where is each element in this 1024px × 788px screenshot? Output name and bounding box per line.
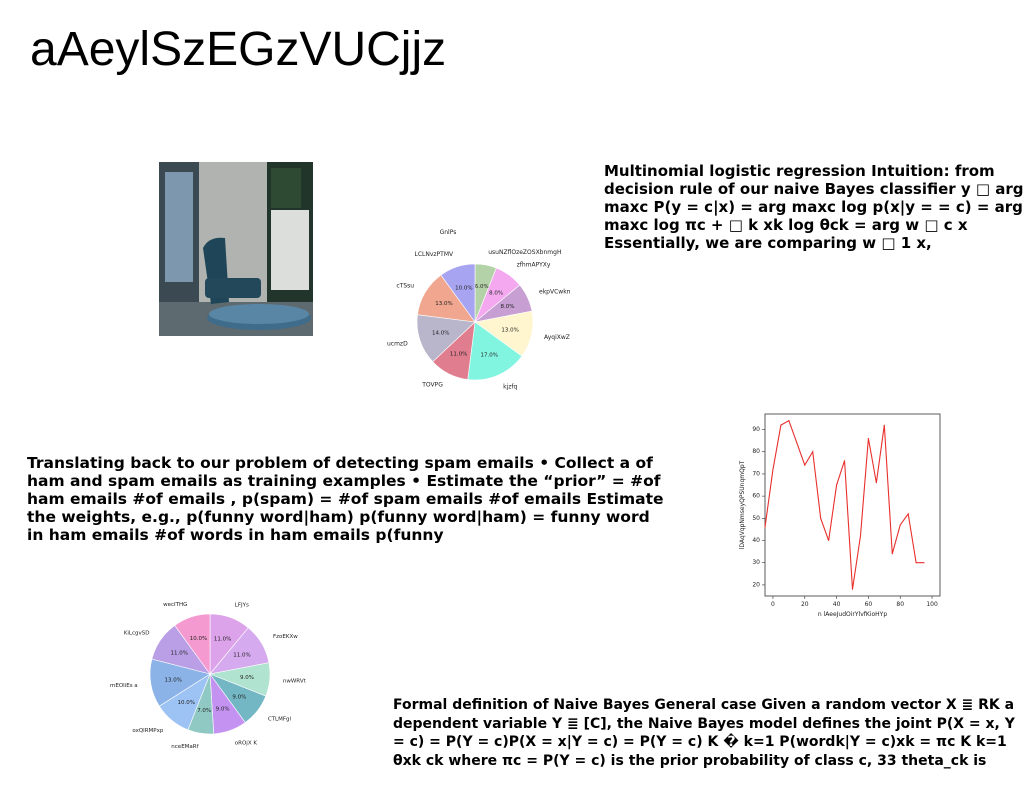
pie2-pct-5: 7.0% bbox=[197, 708, 211, 714]
line-point-13 bbox=[867, 437, 869, 439]
line-point-19 bbox=[915, 562, 917, 564]
pie1-pct-1: 8.0% bbox=[489, 290, 503, 296]
pie1-label-4: kjzfq bbox=[503, 383, 517, 390]
pie2-label-3: CTLMFgl bbox=[268, 716, 292, 722]
line-xtick-label-0: 0 bbox=[771, 601, 775, 608]
pie1-extra-label: GnlPs bbox=[440, 229, 457, 236]
pie2-pct-7: 13.0% bbox=[165, 677, 182, 683]
pie2-label-1: FzoEKXw bbox=[273, 634, 298, 640]
line-point-18 bbox=[907, 513, 909, 515]
pie1-pct-3: 13.0% bbox=[501, 327, 518, 333]
line-ytick-label-6: 80 bbox=[752, 448, 760, 455]
line-point-14 bbox=[875, 482, 877, 484]
line-point-6 bbox=[812, 451, 814, 453]
pie1-pct-4: 17.0% bbox=[481, 353, 498, 359]
pie1-pct-2: 8.0% bbox=[501, 304, 515, 310]
pie2-label-4: oROjX K bbox=[235, 740, 258, 746]
pie2-pct-9: 10.0% bbox=[190, 636, 207, 642]
pie2-pct-6: 10.0% bbox=[178, 700, 195, 706]
line-point-1 bbox=[772, 468, 774, 470]
pie-chart-2: LFJYs 11.0% FzoEKXw 11.0% nwWRVt 9.0% CTLMFgl 9… bbox=[110, 602, 307, 750]
pie1-label-3: AyqiXwZU bbox=[544, 334, 570, 341]
pie2-pct-3: 9.0% bbox=[232, 694, 246, 700]
line-xlabel: n lAeeJudOirYlvfKioHYp bbox=[818, 611, 887, 618]
line-chart: 0 20 40 60 80 100 20 30 40 50 60 70 80 90 n lAeeJudOir… bbox=[739, 413, 941, 618]
pie2-pct-1: 11.0% bbox=[233, 653, 250, 659]
line-ytick-label-4: 60 bbox=[752, 493, 760, 500]
pie2-label-9: wecITHG bbox=[163, 602, 187, 608]
line-point-17 bbox=[899, 524, 901, 526]
line-xtick-label-2: 40 bbox=[833, 601, 841, 608]
pie-chart-1: usuNZflOzeZOSXbnmgH 6.0% zfhmAPYXy 8.0% ekpV… bbox=[387, 229, 570, 390]
pie1-label-2: ekpVCwkm bbox=[539, 288, 570, 295]
line-point-15 bbox=[883, 424, 885, 426]
line-point-4 bbox=[796, 442, 798, 444]
line-point-5 bbox=[804, 464, 806, 466]
line-point-20 bbox=[923, 562, 925, 564]
pie2-label-5: nceEMaRf bbox=[171, 744, 199, 750]
text-block-spam-emails: Translating back to our problem of detec… bbox=[27, 454, 664, 544]
pie1-pct-8: 10.0% bbox=[455, 285, 472, 291]
pie1-pct-0: 6.0% bbox=[475, 284, 489, 290]
pie2-slice-9 bbox=[174, 613, 211, 675]
line-point-2 bbox=[780, 424, 782, 426]
pie1-label-8: LCLNvzPTMV bbox=[414, 251, 454, 258]
line-ylabel: lDAqVqpNmseyQPSUnqmQpT bbox=[739, 460, 746, 549]
line-ytick-label-0: 20 bbox=[752, 581, 760, 588]
line-series bbox=[764, 419, 925, 590]
chair-photo-image bbox=[159, 162, 313, 336]
line-ytick-label-2: 40 bbox=[752, 537, 760, 544]
pie2-label-0: LFJYs bbox=[235, 603, 249, 609]
text-block-naive-bayes-definition: Formal definition of Naive Bayes General… bbox=[393, 697, 1015, 769]
line-point-9 bbox=[836, 484, 838, 486]
chair-photo bbox=[159, 162, 313, 336]
pie2-label-8: KiLcgvSD bbox=[124, 630, 150, 636]
pie1-pct-7: 13.0% bbox=[435, 301, 452, 307]
line-chart-frame bbox=[764, 413, 941, 597]
pie1-slice-4 bbox=[467, 321, 523, 381]
line-point-11 bbox=[852, 588, 853, 590]
pie2-pct-2: 9.0% bbox=[240, 675, 254, 681]
line-point-12 bbox=[859, 535, 861, 537]
text-block-logistic-regression: Multinomial logistic regression Intuitio… bbox=[604, 162, 1024, 252]
line-point-0 bbox=[764, 526, 766, 528]
pie2-label-7: mEOliEs a bbox=[110, 683, 138, 689]
line-ytick-label-1: 30 bbox=[752, 559, 760, 566]
line-xtick-label-5: 100 bbox=[926, 601, 938, 608]
pie1-label-0: usuNZflOzeZOSXbnmgH bbox=[488, 249, 561, 256]
pie1-slice-6 bbox=[416, 314, 476, 363]
pie1-slice-8 bbox=[440, 263, 476, 323]
slide-title: aAeylSzEGzVUCjjz bbox=[30, 23, 447, 76]
line-point-8 bbox=[828, 540, 830, 542]
line-ytick-label-3: 50 bbox=[752, 515, 760, 522]
pie2-label-6: oxQlRMPxp bbox=[132, 728, 163, 734]
pie1-label-6: ucmzD bbox=[387, 340, 408, 347]
line-point-16 bbox=[891, 553, 893, 555]
pie1-pct-6: 14.0% bbox=[432, 331, 449, 337]
pie2-pct-0: 11.0% bbox=[214, 636, 231, 642]
line-ytick-label-7: 90 bbox=[752, 426, 760, 433]
pie1-label-1: zfhmAPYXy bbox=[517, 261, 551, 268]
line-ytick-label-5: 70 bbox=[752, 470, 760, 477]
line-point-7 bbox=[820, 517, 822, 519]
pie2-pct-4: 9.0% bbox=[216, 707, 230, 713]
line-xtick-label-1: 20 bbox=[801, 601, 809, 608]
pie1-label-5: TOVPG bbox=[421, 382, 443, 389]
pie2-label-2: nwWRVt bbox=[283, 678, 307, 684]
line-xtick-label-3: 60 bbox=[865, 601, 873, 608]
pie1-pct-5: 11.0% bbox=[450, 352, 467, 358]
line-point-10 bbox=[844, 460, 846, 462]
line-point-3 bbox=[788, 420, 790, 422]
pie2-pct-8: 11.0% bbox=[170, 651, 187, 657]
line-xtick-label-4: 80 bbox=[896, 601, 904, 608]
pie1-label-7: cTSsu bbox=[396, 282, 414, 289]
